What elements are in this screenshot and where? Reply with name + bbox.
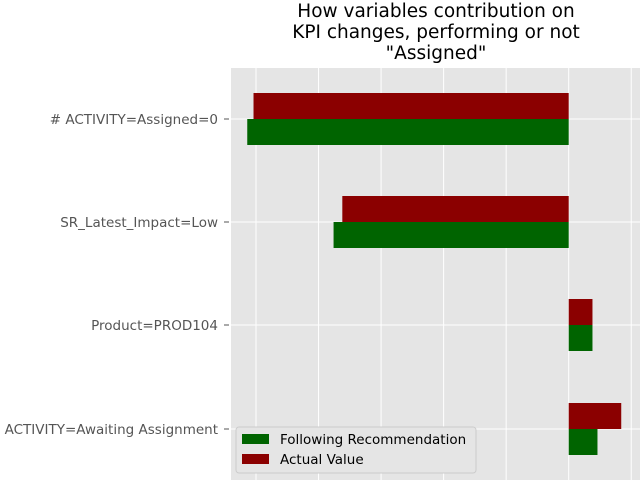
legend-swatch-actual-value bbox=[242, 454, 269, 464]
legend-label-following-recommendation: Following Recommendation bbox=[280, 432, 466, 448]
y-tick-label: SR_Latest_Impact=Low bbox=[60, 215, 218, 231]
y-tick-label: Product=PROD104 bbox=[91, 318, 218, 334]
bars bbox=[247, 93, 622, 455]
legend-swatch-following-recommendation bbox=[242, 434, 269, 444]
legend-label-actual-value: Actual Value bbox=[280, 452, 364, 468]
bar-following-recommendation-sr-latest-impact-low bbox=[333, 222, 569, 248]
bar-actual-value-sr-latest-impact-low bbox=[342, 196, 569, 222]
chart-title-line: "Assigned" bbox=[386, 43, 487, 64]
chart-title-line: How variables contribution on bbox=[297, 1, 574, 22]
y-tick-label: # ACTIVITY=Assigned=0 bbox=[50, 112, 218, 128]
bar-actual-value-activity-assigned-0 bbox=[253, 93, 569, 119]
bar-following-recommendation-activity-awaiting-assignment bbox=[568, 429, 598, 455]
y-tick-labels: # ACTIVITY=Assigned=0 SR_Latest_Impact=Lo… bbox=[5, 112, 229, 438]
bar-following-recommendation-product-prod104 bbox=[568, 325, 593, 351]
bar-actual-value-product-prod104 bbox=[568, 299, 593, 325]
y-tick-label: ACTIVITY=Awaiting Assignment bbox=[5, 422, 218, 438]
bar-actual-value-activity-awaiting-assignment bbox=[568, 403, 622, 429]
bar-following-recommendation-activity-assigned-0 bbox=[247, 119, 569, 145]
legend-box bbox=[235, 426, 477, 474]
legend: Following Recommendation Actual Value bbox=[235, 426, 477, 474]
chart-title-line: KPI changes, performing or not bbox=[292, 22, 580, 43]
